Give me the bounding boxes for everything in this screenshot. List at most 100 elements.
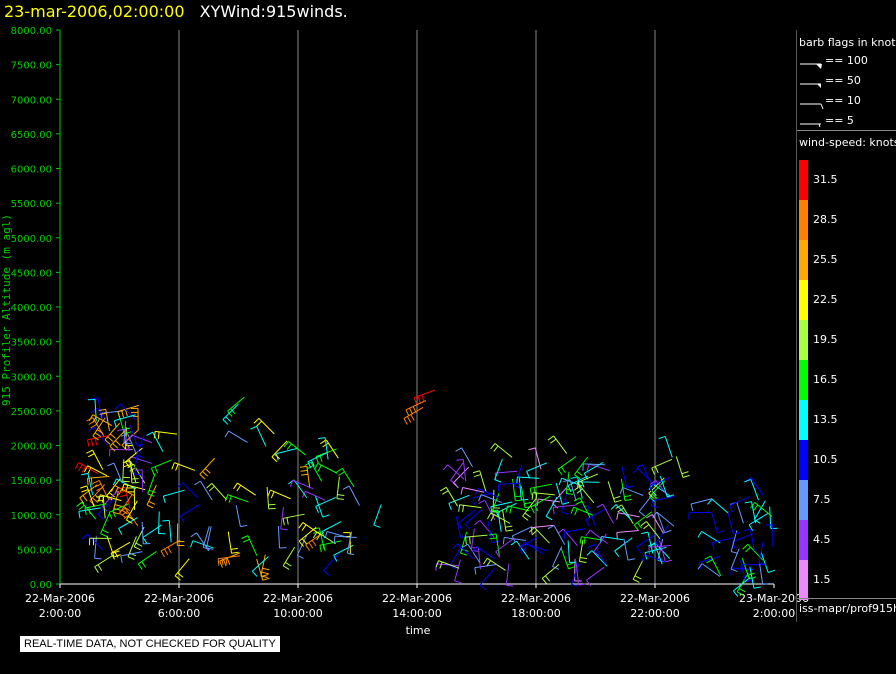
wind-barb [704,555,722,576]
barb-shaft [81,501,97,520]
wind-barb [150,459,172,475]
barb-shaft [615,504,632,521]
barb-flag [489,537,497,540]
wind-barb [314,462,338,474]
barb-flag [306,465,314,470]
barb-flag [146,431,153,436]
barb-shaft [97,397,102,420]
wind-barb [222,403,239,425]
wind-barb [440,486,459,507]
wind-barb [135,469,144,492]
barb-shaft [487,520,493,543]
barb-flag [587,543,595,549]
barb-flag [270,491,275,499]
wind-barb [76,501,97,520]
wind-barb [324,531,349,539]
wind-barb [283,441,306,456]
color-swatch [799,280,808,320]
wind-barb [732,576,751,597]
barb-shaft [124,507,139,527]
barb-flag-legend-item: == 5 [799,114,895,130]
wind-barb [495,538,514,558]
barb-flag [586,579,592,587]
barb-flag [490,514,495,522]
barb-flag [652,500,655,508]
wind-barb [632,559,644,583]
barb-flag [461,543,469,549]
wind-barb [88,426,108,446]
wind-barb [323,553,339,576]
barb-shaft [270,489,291,500]
barb-flag [496,512,501,520]
barb-flag [112,510,116,518]
barb-flag [651,467,655,475]
wind-barb [94,554,114,573]
barb-flag [347,552,355,556]
barb-shaft [583,463,606,466]
barb-shaft [577,473,599,483]
barb-shaft [235,504,241,527]
barb-flag [373,524,381,528]
barb-flag [82,495,88,502]
barb-shaft [151,459,172,469]
barb-shaft [732,533,754,543]
barb-flag [121,410,125,418]
barb-shaft [237,482,256,496]
barb-flag [614,550,620,557]
barb-flag [472,470,480,474]
barb-shaft [196,532,210,552]
barb-flag [521,498,529,501]
barb-flag [88,507,91,515]
barb-flag [442,490,449,495]
wind-barb [740,560,753,583]
barb-flag [636,464,644,468]
wind-barb [596,503,614,524]
barb-shaft [621,466,628,488]
barb-flag [566,492,574,495]
barb-flag [157,431,160,439]
wind-barb [267,489,291,500]
barb-flag [648,493,654,499]
barb-shaft [206,526,212,548]
barb-shaft [158,511,160,534]
barb-shaft [266,486,270,509]
barb-flag [274,453,281,460]
barb-shaft [710,511,719,533]
barb-shaft [116,478,137,490]
barb-flag [80,472,89,476]
wind-barb [649,480,666,502]
barb-flag [322,442,329,448]
wind-barb [174,558,190,581]
barb-flag [92,479,100,484]
legend-divider-bottom [797,598,896,599]
barb-flag [97,564,103,571]
barb-shaft [524,541,544,555]
wind-barb [586,566,605,587]
wind-barb [710,511,725,534]
barb-flag [417,396,421,404]
barb-flag [531,492,534,500]
barb-shaft [282,546,296,566]
barb-shaft [623,538,629,561]
wind-barb [531,492,555,501]
wind-barb [282,513,305,526]
barb-shaft [449,546,462,566]
color-swatch [799,400,808,440]
barb-shaft [531,524,554,529]
barb-flag [552,565,560,570]
barb-shaft [758,541,764,564]
barb-flag [579,560,587,564]
barb-shaft [450,462,464,481]
wind-barb [494,458,503,483]
barb-shaft [517,476,540,479]
wind-barb [750,502,773,517]
barb-flag [664,529,672,534]
wind-barb [753,500,766,524]
wind-barb [405,400,427,417]
barb-shaft [315,496,336,507]
barb-flag [228,495,232,503]
x-tick-label-time: 22:00:00 [630,607,679,620]
barb-flag [322,514,330,518]
wind-barb [620,478,632,501]
y-tick-label: 8000.00 [11,26,52,37]
